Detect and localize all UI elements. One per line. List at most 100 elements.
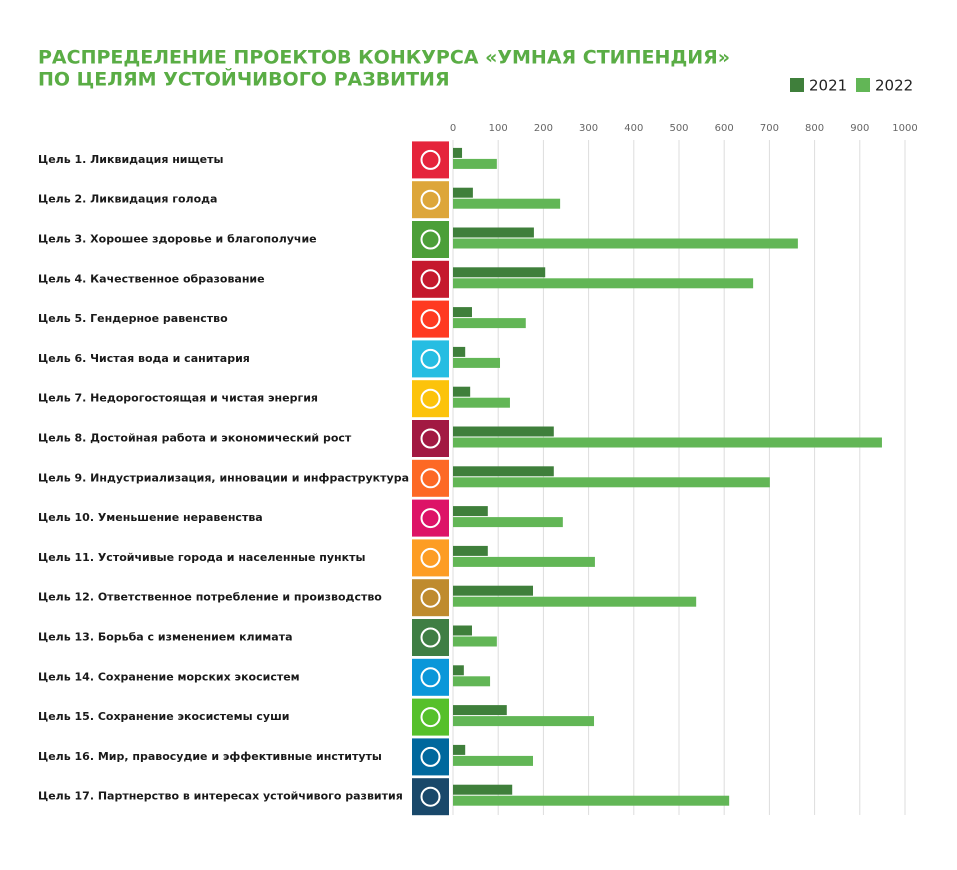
goal-icon-glyph xyxy=(420,229,441,250)
bar xyxy=(453,386,471,397)
goal-icon-glyph xyxy=(420,348,441,369)
legend-label: 2022 xyxy=(875,77,913,95)
legend-swatch xyxy=(790,78,804,92)
x-tick-label: 0 xyxy=(450,123,456,134)
x-tick-label: 200 xyxy=(534,123,553,134)
x-tick-label: 100 xyxy=(489,123,508,134)
x-tick-label: 1000 xyxy=(892,123,917,134)
chart-title: ПО ЦЕЛЯМ УСТОЙЧИВОГО РАЗВИТИЯ xyxy=(38,68,450,91)
goal-icon-glyph xyxy=(420,309,441,330)
goal-icon xyxy=(412,260,449,298)
bar xyxy=(453,397,510,408)
goal-icon xyxy=(412,459,449,497)
x-tick-label: 800 xyxy=(805,123,824,134)
bar xyxy=(453,755,534,766)
goal-icon-glyph xyxy=(420,269,441,290)
bar xyxy=(453,517,563,528)
bar xyxy=(453,147,463,158)
bar xyxy=(453,346,466,357)
bar xyxy=(453,625,472,636)
category-label: Цель 10. Уменьшение неравенства xyxy=(38,511,263,524)
bar xyxy=(453,545,488,556)
category-label: Цель 5. Гендерное равенство xyxy=(38,312,228,325)
bar xyxy=(453,466,554,477)
goal-icon-glyph xyxy=(420,508,441,529)
bar xyxy=(453,158,497,169)
bar xyxy=(453,267,546,278)
bar xyxy=(453,705,507,716)
goal-icon-glyph xyxy=(420,149,441,170)
goal-icon xyxy=(412,539,449,577)
category-label: Цель 4. Качественное образование xyxy=(38,272,265,285)
category-label: Цель 13. Борьба с изменением климата xyxy=(38,631,293,644)
category-label: Цель 12. Ответственное потребление и про… xyxy=(38,591,382,604)
bar xyxy=(453,437,882,448)
bar xyxy=(453,585,534,596)
goal-icon xyxy=(412,181,449,219)
goal-icon xyxy=(412,778,449,816)
category-label: Цель 15. Сохранение экосистемы суши xyxy=(38,710,289,723)
bar xyxy=(453,744,466,755)
legend-label: 2021 xyxy=(809,77,847,95)
goal-icon xyxy=(412,499,449,537)
bar xyxy=(453,238,798,249)
x-tick-label: 700 xyxy=(760,123,779,134)
goal-icon xyxy=(412,221,449,258)
goal-icon xyxy=(412,380,449,418)
goal-icon xyxy=(412,141,449,179)
category-label: Цель 8. Достойная работа и экономический… xyxy=(38,432,352,445)
x-tick-label: 500 xyxy=(669,123,688,134)
bar xyxy=(453,506,488,517)
x-tick-label: 300 xyxy=(579,123,598,134)
x-tick-label: 400 xyxy=(624,123,643,134)
category-label: Цель 1. Ликвидация нищеты xyxy=(38,153,224,166)
category-label: Цель 9. Индустриализация, инновации и ин… xyxy=(38,471,409,484)
goal-icon xyxy=(412,619,449,656)
goal-icon-glyph xyxy=(420,468,441,489)
category-label: Цель 6. Чистая вода и санитария xyxy=(38,352,250,365)
category-label: Цель 16. Мир, правосудие и эффективные и… xyxy=(38,750,382,763)
bar xyxy=(453,596,697,607)
legend-swatch xyxy=(856,78,870,92)
category-label: Цель 3. Хорошее здоровье и благополучие xyxy=(38,233,317,246)
goal-icon-glyph xyxy=(420,388,441,409)
bar xyxy=(453,187,473,198)
goal-icon xyxy=(412,658,449,696)
bar xyxy=(453,357,501,368)
goal-icon-glyph xyxy=(420,587,441,608)
x-tick-label: 900 xyxy=(850,123,869,134)
goal-icon-glyph xyxy=(420,707,441,728)
bar xyxy=(453,198,561,209)
bar xyxy=(453,795,730,806)
category-label: Цель 7. Недорогостоящая и чистая энергия xyxy=(38,392,318,405)
category-label: Цель 17. Партнерство в интересах устойчи… xyxy=(38,790,403,803)
goal-icon-glyph xyxy=(420,667,441,688)
bar xyxy=(453,227,534,238)
bar xyxy=(453,665,464,676)
bar xyxy=(453,426,554,437)
bar xyxy=(453,784,513,795)
goal-icon xyxy=(412,340,449,378)
bar xyxy=(453,556,595,567)
bar xyxy=(453,477,770,488)
goal-icon xyxy=(412,698,449,736)
bar xyxy=(453,307,472,318)
category-label: Цель 14. Сохранение морских экосистем xyxy=(38,670,300,683)
bar xyxy=(453,636,497,647)
goal-icon xyxy=(412,300,449,338)
goal-icon-glyph xyxy=(420,189,441,210)
goal-icon xyxy=(412,420,449,457)
bar xyxy=(453,278,754,289)
bar xyxy=(453,676,491,687)
goal-icon-glyph xyxy=(420,547,441,568)
bar xyxy=(453,716,595,727)
goal-icon xyxy=(412,579,449,617)
x-tick-label: 600 xyxy=(715,123,734,134)
category-label: Цель 2. Ликвидация голода xyxy=(38,193,217,206)
bar xyxy=(453,318,526,329)
goal-icon xyxy=(412,738,449,776)
chart-title: РАСПРЕДЕЛЕНИЕ ПРОЕКТОВ КОНКУРСА «УМНАЯ С… xyxy=(38,47,730,69)
goal-icon-glyph xyxy=(420,627,441,648)
goal-icon-glyph xyxy=(420,746,441,767)
